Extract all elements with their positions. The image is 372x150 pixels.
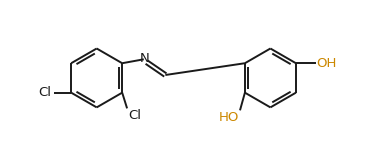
Text: N: N (140, 52, 150, 65)
Text: Cl: Cl (39, 86, 52, 99)
Text: HO: HO (219, 111, 239, 124)
Text: OH: OH (317, 57, 337, 70)
Text: Cl: Cl (128, 109, 141, 122)
